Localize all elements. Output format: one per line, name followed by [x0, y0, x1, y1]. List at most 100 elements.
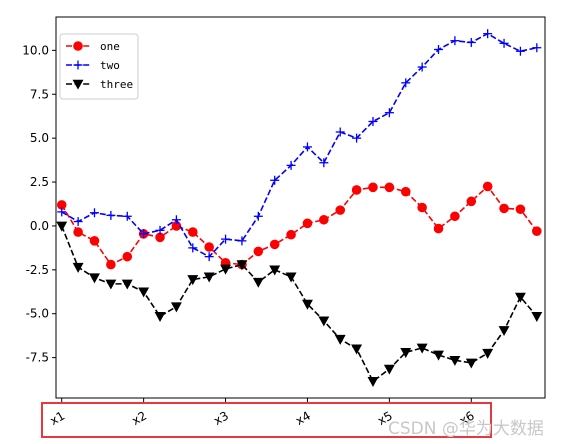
series-two	[57, 29, 542, 262]
point-three-17	[334, 334, 346, 345]
point-three-9	[203, 272, 215, 283]
point-three-5	[138, 287, 150, 298]
point-three-22	[416, 343, 428, 354]
legend-marker-two	[73, 60, 83, 70]
point-three-3	[105, 279, 117, 290]
watermark: CSDN @华为大数据	[388, 419, 544, 439]
point-three-14	[285, 272, 297, 283]
point-one-29	[532, 226, 542, 237]
legend-marker-one	[73, 41, 83, 51]
point-one-24	[450, 211, 460, 222]
point-one-27	[499, 203, 509, 214]
point-two-25	[466, 37, 476, 47]
point-two-11	[237, 236, 247, 246]
point-two-4	[122, 211, 132, 221]
point-two-6	[155, 225, 165, 235]
point-one-25	[466, 196, 477, 207]
point-two-15	[302, 142, 312, 152]
series-three	[56, 221, 543, 387]
point-two-17	[335, 127, 345, 137]
point-one-13	[269, 239, 280, 250]
point-one-9	[204, 242, 214, 252]
y-tick-label-5: 5.0	[30, 131, 49, 145]
point-two-28	[515, 46, 525, 56]
point-one-18	[351, 185, 362, 195]
point-two-3	[106, 210, 116, 220]
x-tick-label-4: x5	[375, 408, 395, 427]
point-one-23	[433, 223, 444, 234]
point-two-21	[401, 78, 411, 88]
point-one-8	[187, 227, 198, 237]
y-tick-label-1: -5.0	[26, 307, 49, 321]
series-line-two	[61, 32, 537, 258]
point-two-14	[286, 160, 296, 170]
point-two-13	[270, 175, 280, 185]
point-one-16	[319, 214, 329, 225]
point-two-8	[188, 243, 198, 253]
point-three-23	[433, 350, 444, 361]
point-two-29	[532, 43, 542, 53]
y-tick-label-7: 10.0	[22, 43, 49, 57]
point-three-6	[154, 312, 166, 322]
point-three-4	[121, 279, 133, 290]
point-two-18	[352, 133, 362, 143]
point-three-12	[252, 277, 264, 288]
x-tick-label-0: x1	[47, 408, 67, 427]
point-two-10	[221, 234, 231, 244]
highlight-box	[41, 402, 492, 438]
point-three-15	[302, 299, 313, 310]
point-one-22	[417, 202, 427, 213]
point-two-24	[450, 36, 460, 46]
point-two-0	[57, 207, 67, 217]
point-three-19	[367, 377, 379, 387]
y-tick-label-0: -7.5	[26, 351, 49, 365]
point-three-24	[449, 355, 461, 366]
point-one-26	[482, 181, 493, 192]
point-one-17	[335, 205, 346, 215]
point-three-27	[498, 326, 510, 337]
point-three-16	[318, 316, 330, 327]
point-three-8	[187, 275, 199, 286]
point-one-1	[73, 227, 83, 237]
legend: one two three	[59, 33, 139, 100]
y-tick-label-3: 0.0	[30, 219, 49, 233]
point-one-28	[515, 204, 526, 215]
point-one-3	[106, 259, 116, 270]
point-three-26	[482, 348, 494, 359]
point-one-19	[368, 182, 378, 193]
y-tick-label-6: 7.5	[30, 87, 49, 101]
legend-item-one: one	[66, 40, 120, 53]
point-three-13	[269, 265, 281, 276]
point-two-12	[253, 211, 263, 221]
point-two-22	[417, 62, 427, 72]
x-tick-label-5: x6	[457, 408, 477, 427]
x-tick-label-2: x3	[211, 408, 231, 427]
point-one-14	[286, 229, 296, 240]
legend-label-three: three	[100, 78, 133, 91]
axis-layer: -7.5 -5.0 -2.5 0.0 2.5 5.0 7.5 10.0 x1 x2 x3 x4 x5 x6	[22, 43, 477, 428]
point-two-19	[368, 116, 378, 126]
y-tick-label-2: -2.5	[26, 263, 49, 277]
series-line-one	[61, 185, 538, 266]
point-two-26	[483, 29, 493, 39]
point-three-25	[465, 358, 477, 369]
legend-item-three: three	[66, 78, 133, 91]
point-three-2	[89, 273, 100, 284]
x-tick-label-1: x2	[129, 408, 149, 427]
point-one-20	[384, 182, 395, 193]
point-two-1	[73, 217, 83, 227]
point-three-1	[72, 262, 84, 273]
point-two-20	[384, 108, 394, 118]
point-three-11	[236, 260, 248, 271]
point-three-7	[170, 302, 182, 313]
legend-marker-three	[72, 79, 84, 90]
point-three-20	[383, 364, 395, 375]
point-two-16	[319, 158, 329, 168]
point-two-9	[204, 252, 214, 262]
series-layer	[56, 29, 543, 387]
point-one-2	[89, 236, 100, 246]
point-three-29	[531, 312, 543, 322]
legend-label-one: one	[100, 40, 120, 53]
legend-label-two: two	[100, 59, 120, 72]
